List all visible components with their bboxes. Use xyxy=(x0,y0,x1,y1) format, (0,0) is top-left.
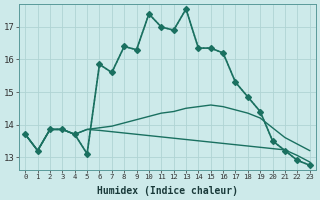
X-axis label: Humidex (Indice chaleur): Humidex (Indice chaleur) xyxy=(97,186,238,196)
